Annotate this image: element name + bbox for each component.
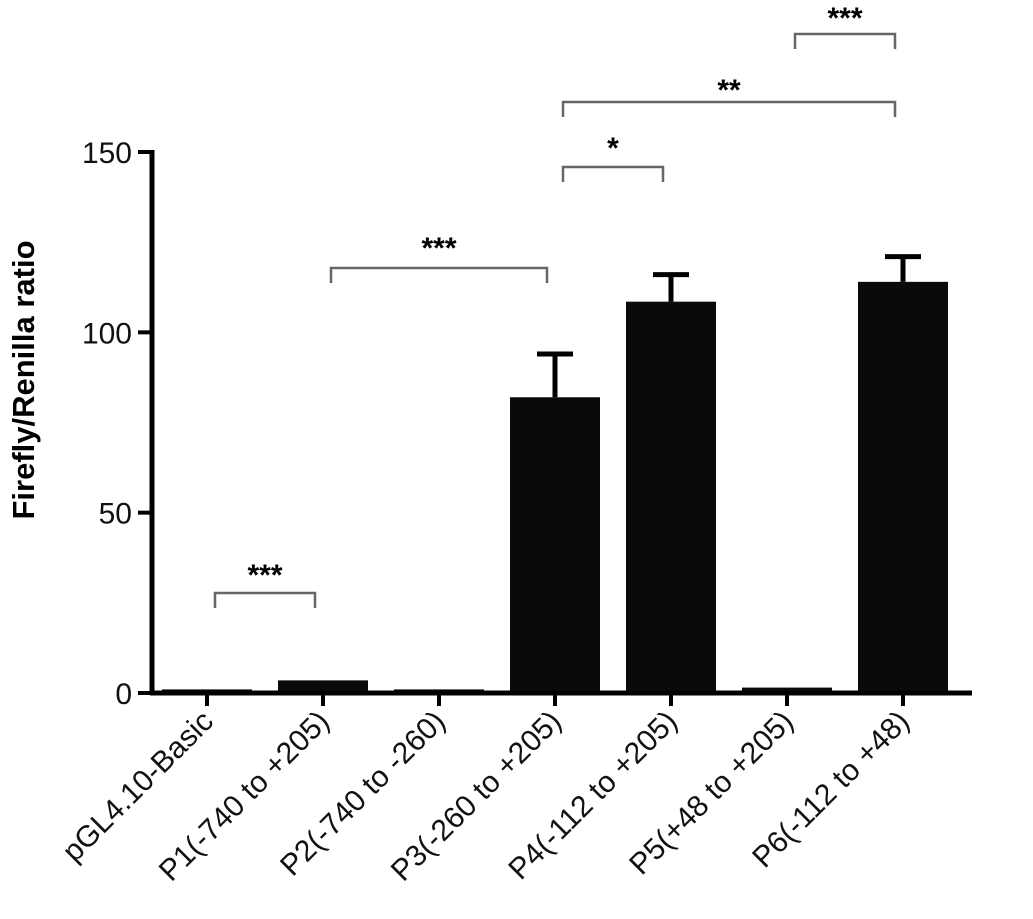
significance-bracket	[213, 591, 317, 608]
significance-label: ***	[247, 559, 282, 592]
significance-label: **	[717, 74, 741, 107]
bar	[858, 281, 948, 693]
significance-bracket	[329, 266, 549, 283]
significance-label: ***	[827, 2, 862, 35]
y-tick-label: 50	[99, 498, 132, 531]
bar	[742, 687, 832, 693]
bar	[626, 301, 716, 693]
significance-bracket	[793, 32, 897, 49]
significance-label: *	[607, 132, 619, 165]
significance-brackets: ************	[213, 2, 897, 608]
y-tick-label: 150	[82, 137, 132, 170]
significance-bracket	[561, 100, 897, 117]
y-tick-label: 0	[115, 678, 132, 711]
y-tick-label: 100	[82, 317, 132, 350]
y-axis: 0 50 100 150	[82, 137, 155, 711]
bar	[510, 397, 600, 693]
significance-bracket	[561, 165, 665, 182]
significance-label: ***	[421, 232, 456, 265]
y-axis-label: Firefly/Renilla ratio	[6, 240, 41, 519]
bar	[278, 680, 368, 693]
bars	[162, 254, 948, 693]
